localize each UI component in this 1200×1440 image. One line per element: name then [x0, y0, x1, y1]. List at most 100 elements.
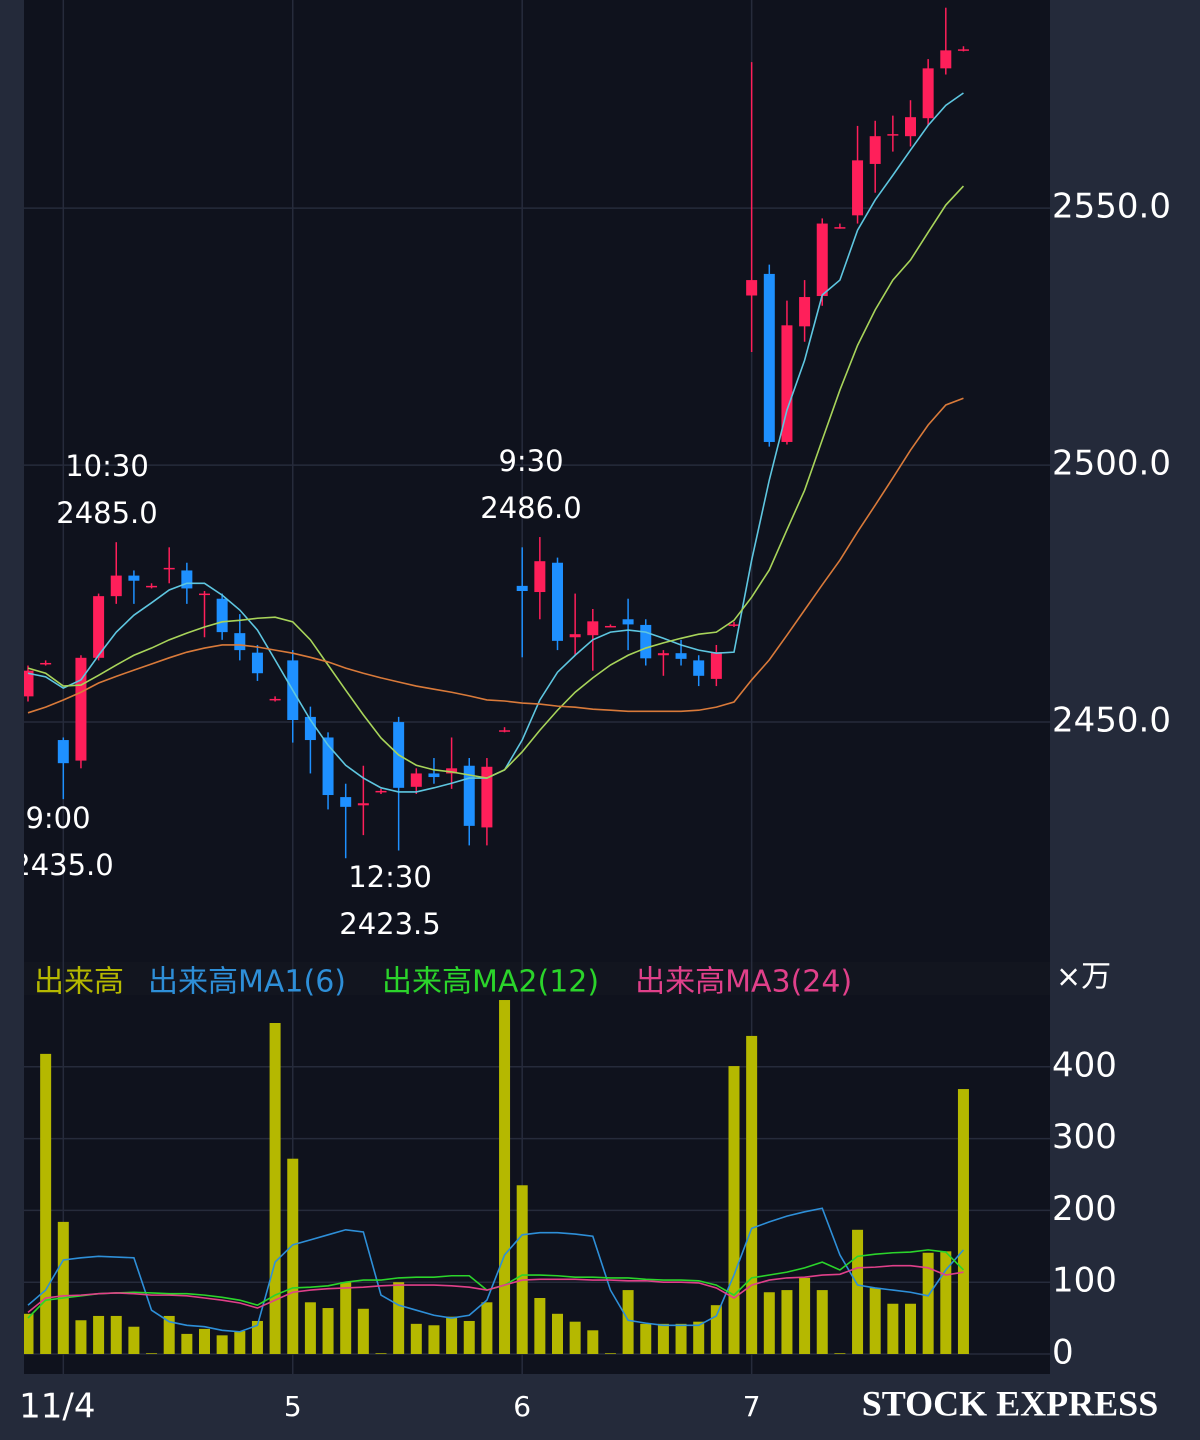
candle-body	[922, 68, 934, 119]
candle-body	[940, 50, 952, 69]
y-tick-label: 0	[1052, 1333, 1074, 1373]
y-tick-label: 2550.0	[1052, 187, 1171, 227]
candle-body	[869, 136, 881, 164]
candle-body	[40, 662, 52, 665]
candle-body	[746, 280, 758, 296]
candle-body	[499, 730, 511, 732]
candle-body	[534, 561, 546, 593]
volume-bar	[181, 1333, 193, 1354]
x-tick-label: 6	[513, 1390, 531, 1423]
line	[27, 1207, 965, 1333]
candle-body	[852, 160, 864, 216]
candle-body	[657, 653, 669, 656]
volume-bar	[905, 1303, 916, 1354]
y-tick-label: 100	[1052, 1261, 1117, 1301]
volume-bar	[40, 1053, 52, 1354]
candle-body	[640, 624, 652, 659]
volume-bar	[534, 1297, 546, 1354]
y-tick-label: 2500.0	[1052, 444, 1171, 484]
y-tick-label: 2450.0	[1052, 701, 1171, 741]
annotation-time: 9:30	[498, 444, 563, 478]
annotation-time: 9:00	[25, 801, 90, 835]
volume-bar	[304, 1302, 316, 1354]
volume-bar	[163, 1315, 175, 1354]
volume-bar	[128, 1326, 140, 1354]
volume-bar	[657, 1323, 669, 1354]
candle-body	[622, 619, 634, 625]
candle-body	[446, 768, 458, 774]
legend-entry: 出来高MA1(6)	[148, 965, 346, 1000]
line	[27, 397, 964, 714]
candle-body	[816, 223, 828, 297]
volume-bar	[340, 1282, 352, 1354]
candle-body	[728, 624, 740, 626]
volume-bar	[693, 1321, 705, 1354]
candle-body	[481, 766, 493, 828]
plot-area	[24, 0, 1050, 1374]
volume-bar	[216, 1335, 228, 1354]
candle-body	[693, 660, 705, 676]
candle-body	[57, 740, 69, 764]
candle-body	[763, 273, 775, 442]
volume-bar	[199, 1328, 210, 1354]
volume-bar	[93, 1315, 105, 1354]
volume-bar	[940, 1251, 952, 1354]
candle-body	[24, 670, 34, 697]
volume-bar	[75, 1320, 87, 1354]
volume-bar	[146, 1353, 158, 1354]
volume-bar	[446, 1316, 458, 1354]
volume-bar	[869, 1287, 881, 1354]
candle-body	[234, 633, 246, 651]
candle-body	[216, 598, 228, 633]
candle-body	[375, 790, 387, 793]
candle-body	[322, 737, 334, 796]
volume-bar	[24, 1313, 34, 1354]
line	[27, 1264, 964, 1313]
volume-bar	[110, 1315, 122, 1354]
volume-bar	[516, 1185, 528, 1354]
volume-bar	[375, 1353, 387, 1354]
volume-bar	[640, 1323, 652, 1354]
volume-bar	[569, 1321, 581, 1354]
axis-layer: 2450.0 2500.0 2550.0 0 100 200 300 400 11/4 5 6 7 出来…	[19, 187, 1171, 1427]
candle-body	[905, 117, 916, 137]
candle-body	[552, 562, 563, 641]
y-tick-label: 400	[1052, 1045, 1117, 1085]
volume-bar	[922, 1252, 934, 1354]
candle-body	[251, 652, 263, 674]
candle-body	[357, 803, 369, 806]
line	[27, 185, 965, 779]
candle-body	[269, 698, 281, 701]
volume-bar	[799, 1277, 811, 1354]
candle-body	[146, 585, 158, 588]
candle-body	[340, 797, 352, 807]
candle-body	[569, 634, 581, 638]
annotation-price: 2423.5	[339, 907, 440, 941]
candle-body	[675, 653, 687, 659]
volume-bar	[57, 1221, 69, 1354]
marks-layer: 10:30 2485.0 9:30 2486.0 9:00 2435.0 12:30 2423…	[24, 7, 969, 1354]
candle-body	[887, 134, 899, 136]
candle-body	[410, 773, 422, 787]
volume-bar	[481, 1302, 493, 1354]
candle-body	[516, 585, 528, 592]
y-tick-label: 200	[1052, 1189, 1117, 1229]
legend-entry: 出来高MA2(12)	[382, 965, 599, 1000]
volume-bar	[834, 1353, 846, 1354]
candle-body	[710, 652, 722, 679]
candle-body	[604, 625, 616, 628]
y-tick-label: 300	[1052, 1117, 1117, 1157]
candle-body	[163, 567, 175, 570]
volume-bar	[357, 1308, 369, 1354]
legend-entry: 出来高MA3(24)	[635, 965, 852, 1000]
volume-bar	[428, 1325, 440, 1354]
candle-body	[799, 297, 811, 327]
candle-body	[463, 765, 475, 826]
legend-band	[24, 962, 1050, 995]
candle-body	[587, 621, 599, 636]
volume-bar	[957, 1089, 969, 1354]
grid-layer	[24, 0, 1050, 1374]
volume-bar	[322, 1308, 334, 1354]
candle-body	[957, 49, 969, 51]
